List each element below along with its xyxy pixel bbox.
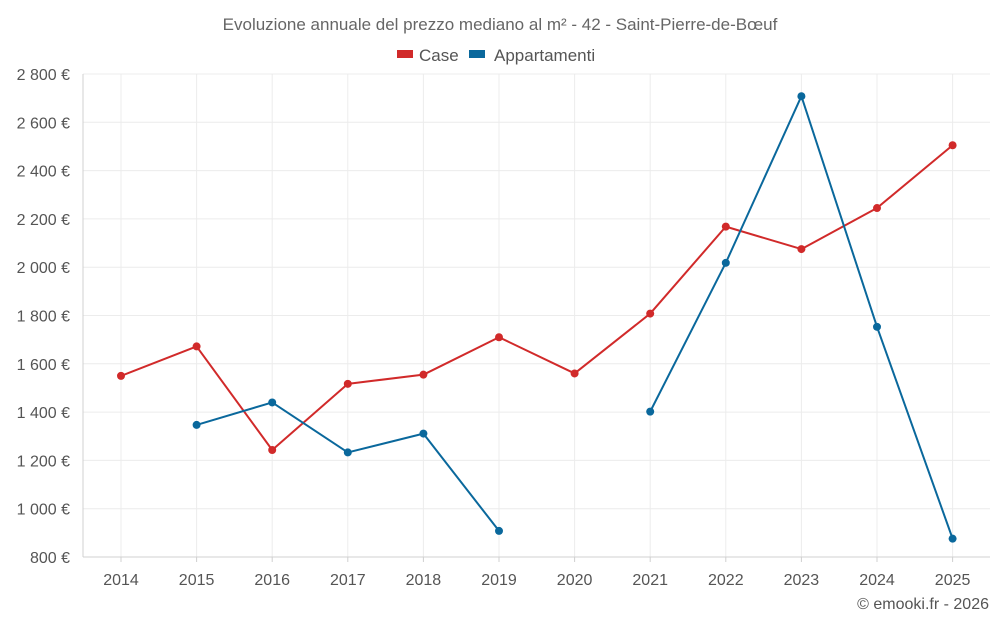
series [117, 92, 957, 543]
data-point-appartamenti-2023[interactable] [797, 92, 806, 101]
data-point-appartamenti-2021[interactable] [646, 407, 655, 416]
data-point-appartamenti-2018[interactable] [419, 429, 428, 438]
x-tick-label: 2014 [103, 572, 139, 589]
series-line-case [120, 144, 954, 452]
data-point-case-2016[interactable] [268, 446, 277, 455]
legend-swatch-case [397, 50, 413, 58]
credit-text: © emooki.fr - 2026 [857, 596, 989, 613]
x-tick-label: 2017 [330, 572, 366, 589]
x-tick-label: 2020 [557, 572, 593, 589]
y-tick-label: 1 600 € [17, 357, 70, 374]
series-appartamenti [192, 92, 957, 543]
data-point-case-2017[interactable] [343, 379, 352, 388]
data-point-case-2018[interactable] [419, 370, 428, 379]
data-point-case-2021[interactable] [646, 309, 655, 318]
data-point-case-2020[interactable] [570, 369, 579, 378]
series-case [117, 141, 957, 455]
x-tick-label: 2015 [179, 572, 215, 589]
data-point-appartamenti-2022[interactable] [721, 258, 730, 267]
data-point-case-2015[interactable] [192, 342, 201, 351]
x-tick-label: 2024 [859, 572, 895, 589]
data-point-appartamenti-2017[interactable] [343, 448, 352, 457]
data-point-case-2022[interactable] [721, 222, 730, 231]
y-tick-label: 800 € [30, 550, 70, 567]
legend: Case Appartamenti [397, 46, 595, 65]
legend-label-appartamenti: Appartamenti [494, 46, 595, 65]
data-point-case-2023[interactable] [797, 245, 806, 254]
legend-item-appartamenti[interactable]: Appartamenti [469, 46, 595, 65]
x-tick-label: 2016 [254, 572, 290, 589]
data-point-appartamenti-2025[interactable] [948, 534, 957, 543]
x-tick-label: 2019 [481, 572, 517, 589]
data-point-appartamenti-2015[interactable] [192, 420, 201, 429]
x-tick-label: 2018 [406, 572, 442, 589]
x-tick-label: 2021 [632, 572, 668, 589]
data-point-appartamenti-2024[interactable] [873, 322, 881, 331]
axes: 800 € 1 000 € 1 200 € 1 400 € 1 600 € 1 800 €… [17, 67, 990, 589]
y-tick-label: 1 800 € [17, 309, 70, 326]
grid [83, 73, 990, 557]
x-tick-label: 2025 [935, 572, 971, 589]
legend-item-case[interactable]: Case [397, 46, 459, 65]
data-point-appartamenti-2016[interactable] [268, 398, 277, 407]
y-tick-label: 2 800 € [17, 67, 70, 84]
y-tick-label: 2 400 € [17, 164, 70, 181]
y-tick-label: 1 000 € [17, 502, 70, 519]
y-tick-label: 2 000 € [17, 260, 70, 277]
chart-title: Evoluzione annuale del prezzo mediano al… [223, 15, 778, 34]
legend-swatch-appartamenti [469, 50, 485, 58]
data-point-appartamenti-2019[interactable] [495, 526, 503, 535]
legend-label-case: Case [419, 46, 459, 65]
data-point-case-2024[interactable] [873, 204, 881, 213]
data-point-case-2025[interactable] [948, 141, 957, 150]
data-point-case-2019[interactable] [495, 333, 503, 342]
data-point-case-2014[interactable] [117, 371, 125, 380]
y-tick-label: 1 400 € [17, 405, 70, 422]
y-tick-label: 2 200 € [17, 212, 70, 229]
y-tick-label: 2 600 € [17, 115, 70, 132]
x-tick-label: 2023 [784, 572, 820, 589]
y-tick-label: 1 200 € [17, 453, 70, 470]
x-tick-label: 2022 [708, 572, 744, 589]
